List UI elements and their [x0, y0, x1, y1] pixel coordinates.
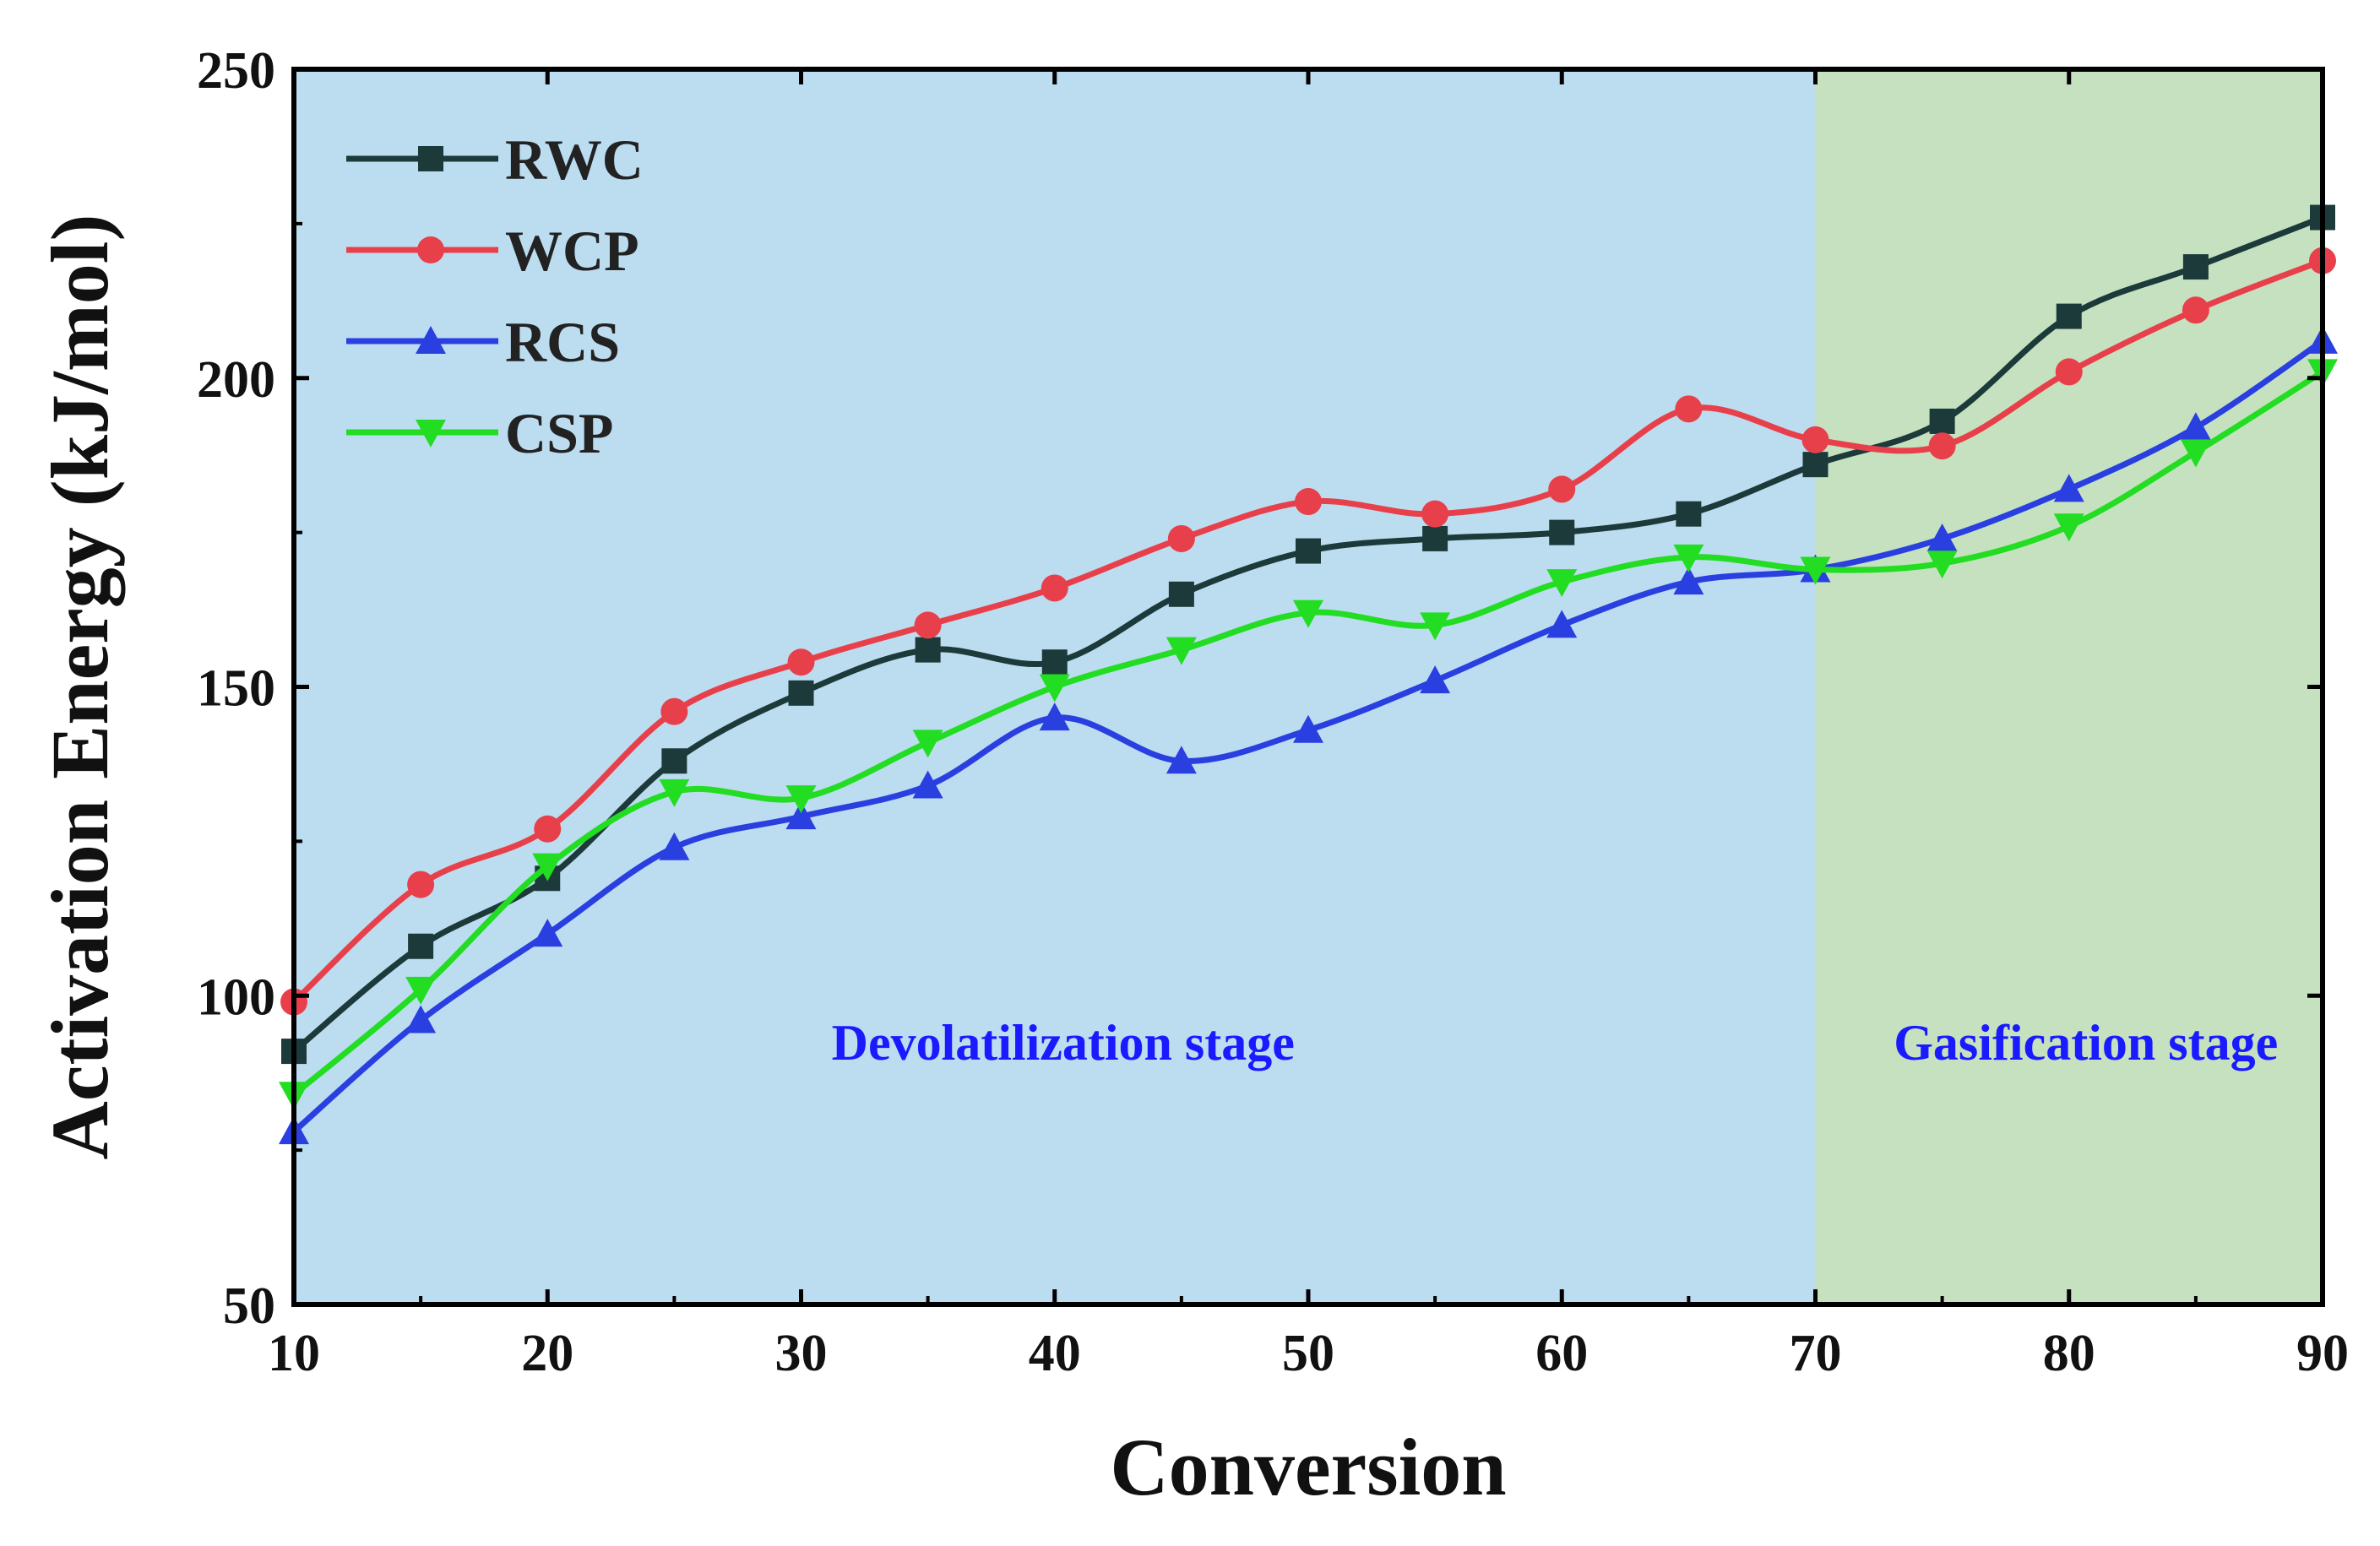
- stage-labels: Devolatilization stage Gasification stage: [832, 1015, 2279, 1071]
- x-tick-label-80: 80: [2043, 1325, 2095, 1382]
- point-wcp-25: [660, 697, 688, 725]
- y-tick-label-50: 50: [223, 1277, 275, 1335]
- point-csp-25: [659, 778, 690, 807]
- point-csp-75: [1926, 551, 1958, 579]
- point-rwc-30: [788, 680, 814, 706]
- legend-item-wcp: WCP: [346, 219, 639, 283]
- x-tick-label-20: 20: [521, 1325, 573, 1382]
- point-csp-15: [405, 976, 437, 1005]
- point-csp-40: [1039, 674, 1070, 702]
- point-wcp-85: [2182, 296, 2209, 324]
- series-rwc: [281, 204, 2335, 1065]
- point-rcs-75: [1926, 523, 1958, 551]
- x-tick-label-90: 90: [2296, 1325, 2349, 1382]
- point-wcp-70: [1801, 426, 1829, 453]
- y-tick-label-250: 250: [197, 42, 275, 100]
- x-tick-label-60: 60: [1535, 1325, 1588, 1382]
- x-tick-label-50: 50: [1282, 1325, 1334, 1382]
- point-wcp-20: [534, 815, 562, 843]
- x-tick-label-70: 70: [1790, 1325, 1842, 1382]
- point-rcs-80: [2053, 474, 2084, 502]
- point-csp-35: [912, 730, 943, 758]
- x-tick-label-10: 10: [268, 1325, 320, 1382]
- point-wcp-15: [407, 871, 435, 898]
- stage-label-devolatilization-stage: Devolatilization stage: [832, 1015, 1295, 1071]
- point-csp-80: [2053, 513, 2084, 542]
- point-wcp-60: [1548, 475, 1576, 503]
- legend-item-rwc: RWC: [346, 127, 644, 192]
- point-csp-30: [785, 785, 817, 814]
- point-csp-70: [1800, 556, 1831, 585]
- series-line-rcs: [291, 338, 2326, 1135]
- point-wcp-45: [1167, 524, 1195, 552]
- legend: RWC WCP RCS CSP: [346, 127, 644, 465]
- y-axis-title: Activation Energy (kJ/mol): [35, 214, 125, 1160]
- point-wcp-35: [914, 611, 942, 639]
- legend-label-rwc: RWC: [505, 127, 644, 192]
- point-rcs-65: [1673, 567, 1704, 595]
- point-rcs-40: [1039, 702, 1070, 731]
- point-csp-55: [1420, 612, 1451, 641]
- point-rcs-15: [405, 1005, 437, 1033]
- region-gasification-stage: [1815, 69, 2323, 1305]
- legend-item-rcs: RCS: [346, 310, 620, 374]
- point-rcs-35: [912, 770, 943, 799]
- point-wcp-75: [1928, 432, 1956, 460]
- point-wcp-55: [1421, 500, 1449, 528]
- legend-marker-rwc: [418, 146, 443, 171]
- point-rcs-20: [532, 919, 563, 947]
- point-rcs-55: [1420, 665, 1451, 694]
- point-csp-20: [532, 853, 563, 881]
- point-rwc-40: [1041, 649, 1068, 675]
- point-rwc-80: [2056, 303, 2082, 329]
- point-wcp-65: [1675, 395, 1703, 423]
- point-csp-50: [1293, 599, 1323, 628]
- point-rcs-25: [659, 832, 690, 860]
- point-rcs-85: [2180, 412, 2211, 441]
- point-csp-60: [1546, 569, 1578, 598]
- point-rwc-50: [1296, 538, 1321, 564]
- point-csp-45: [1166, 637, 1197, 665]
- point-csp-85: [2180, 439, 2211, 468]
- point-wcp-50: [1295, 488, 1322, 516]
- y-tick-label-200: 200: [197, 351, 275, 409]
- point-rwc-65: [1676, 501, 1702, 527]
- axis-ticks: 10 20 30 40 50 60 70 80 90 50 100 150 200 250: [197, 42, 2349, 1382]
- y-tick-label-100: 100: [197, 968, 275, 1026]
- point-wcp-80: [2055, 358, 2083, 386]
- point-rwc-45: [1168, 581, 1194, 607]
- stage-label-gasification-stage: Gasification stage: [1894, 1015, 2278, 1071]
- point-rcs-50: [1293, 714, 1323, 743]
- x-tick-label-40: 40: [1029, 1325, 1081, 1382]
- point-rwc-15: [408, 933, 434, 959]
- series-wcp: [280, 247, 2336, 1016]
- point-rcs-60: [1546, 610, 1578, 638]
- y-tick-label-150: 150: [197, 660, 275, 718]
- legend-marker-rcs: [416, 326, 446, 354]
- x-axis-title: Conversion: [1110, 1422, 1506, 1512]
- series-layer: [279, 204, 2338, 1145]
- legend-marker-csp: [416, 420, 446, 448]
- point-rwc-75: [1929, 408, 1955, 434]
- point-rwc-55: [1422, 525, 1448, 551]
- point-wcp-30: [787, 648, 815, 676]
- legend-label-rcs: RCS: [505, 310, 620, 374]
- point-rwc-60: [1549, 519, 1575, 545]
- point-rwc-25: [661, 748, 687, 774]
- legend-item-csp: CSP: [346, 401, 613, 465]
- point-rcs-45: [1166, 746, 1197, 774]
- point-rcs-30: [785, 801, 817, 830]
- point-rwc-35: [915, 637, 941, 663]
- legend-label-csp: CSP: [505, 401, 613, 465]
- point-rwc-85: [2182, 254, 2209, 280]
- stage-regions: [294, 69, 2323, 1305]
- point-csp-65: [1673, 544, 1704, 572]
- point-rwc-70: [1802, 452, 1828, 478]
- legend-marker-wcp: [417, 236, 444, 263]
- x-tick-label-30: 30: [775, 1325, 828, 1382]
- legend-label-wcp: WCP: [505, 219, 639, 283]
- point-wcp-40: [1041, 574, 1068, 602]
